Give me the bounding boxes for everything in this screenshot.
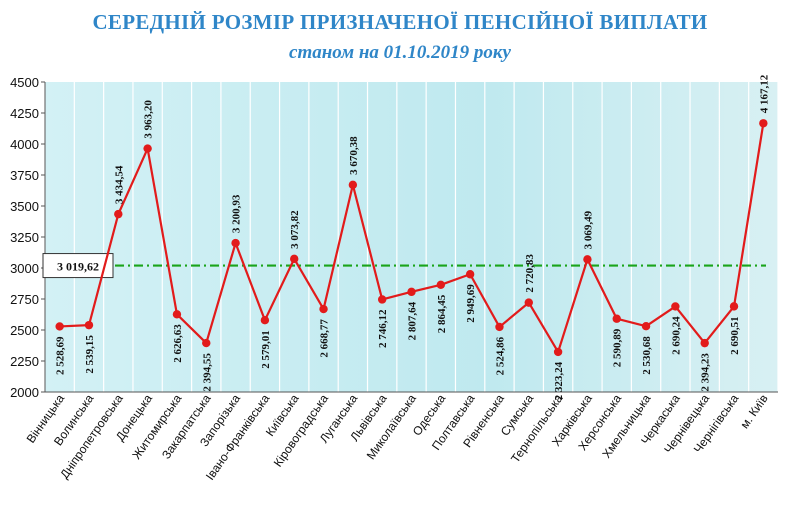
data-point — [671, 302, 680, 311]
data-label: 3 963,20 — [143, 100, 155, 139]
data-label: 2 530,68 — [641, 336, 653, 375]
data-label: 2 323,24 — [553, 361, 565, 400]
data-label: 2 579,01 — [260, 330, 272, 369]
data-point — [348, 180, 358, 190]
data-label: 2 949,69 — [465, 284, 477, 323]
data-label: 3 073,82 — [289, 210, 301, 249]
data-point — [377, 295, 387, 304]
data-point — [612, 314, 621, 323]
data-label: 2 690,51 — [729, 316, 741, 355]
y-tick-label: 2250 — [10, 354, 39, 369]
average-label: 3 019,62 — [57, 260, 99, 274]
data-point — [319, 304, 328, 314]
data-label: 2 864,45 — [436, 294, 448, 333]
y-tick-label: 2750 — [10, 292, 39, 307]
data-label: 2 590,89 — [612, 328, 624, 367]
data-label: 2 528,69 — [55, 336, 67, 375]
y-tick-label: 3000 — [10, 261, 39, 276]
x-tick-label: м. Київ — [737, 392, 770, 431]
data-point — [465, 270, 475, 279]
data-point — [700, 338, 709, 348]
data-label: 2 720,83 — [524, 254, 536, 293]
data-point — [583, 255, 592, 264]
data-point — [641, 321, 651, 331]
plot-area — [45, 82, 778, 392]
data-label: 3 069,49 — [582, 210, 594, 249]
data-label: 2 690,24 — [670, 316, 682, 355]
data-point — [231, 238, 240, 248]
data-point — [729, 302, 739, 311]
data-label: 2 524,86 — [494, 336, 506, 375]
data-point — [290, 254, 299, 264]
data-label: 2 539,15 — [84, 335, 96, 374]
data-label: 2 394,23 — [700, 353, 712, 392]
y-tick-label: 4250 — [10, 106, 39, 121]
data-point — [202, 338, 211, 348]
y-tick-label: 2500 — [10, 323, 39, 338]
data-label: 2 626,63 — [172, 324, 184, 363]
data-label: 4 167,12 — [758, 74, 770, 113]
data-point — [260, 316, 270, 325]
chart-title: СЕРЕДНІЙ РОЗМІР ПРИЗНАЧЕНОЇ ПЕНСІЙНОЇ ВИ… — [92, 10, 708, 34]
data-point — [407, 287, 416, 297]
data-label: 3 200,93 — [231, 194, 243, 233]
y-tick-label: 3750 — [10, 168, 39, 183]
data-label: 2 668,77 — [319, 319, 331, 358]
y-tick-label: 2000 — [10, 385, 39, 400]
data-point — [759, 119, 768, 128]
y-tick-label: 4000 — [10, 137, 39, 152]
data-point — [495, 322, 504, 332]
data-point — [114, 209, 123, 219]
data-label: 2 807,64 — [407, 301, 419, 340]
y-tick-label: 3250 — [10, 230, 39, 245]
y-tick-label: 3500 — [10, 199, 39, 214]
data-point — [143, 144, 152, 153]
data-label: 2 394,55 — [201, 353, 213, 392]
data-point — [436, 280, 446, 290]
data-point — [55, 322, 64, 331]
data-label: 3 434,54 — [113, 165, 125, 204]
y-tick-label: 4500 — [10, 75, 39, 90]
chart-subtitle: станом на 01.10.2019 року — [289, 42, 511, 63]
data-label: 2 746,12 — [377, 309, 389, 348]
data-label: 3 670,38 — [348, 136, 360, 175]
average-label-box — [42, 253, 114, 279]
data-point — [172, 310, 182, 319]
data-point — [84, 320, 94, 330]
data-point — [524, 298, 533, 307]
data-point — [553, 347, 563, 357]
